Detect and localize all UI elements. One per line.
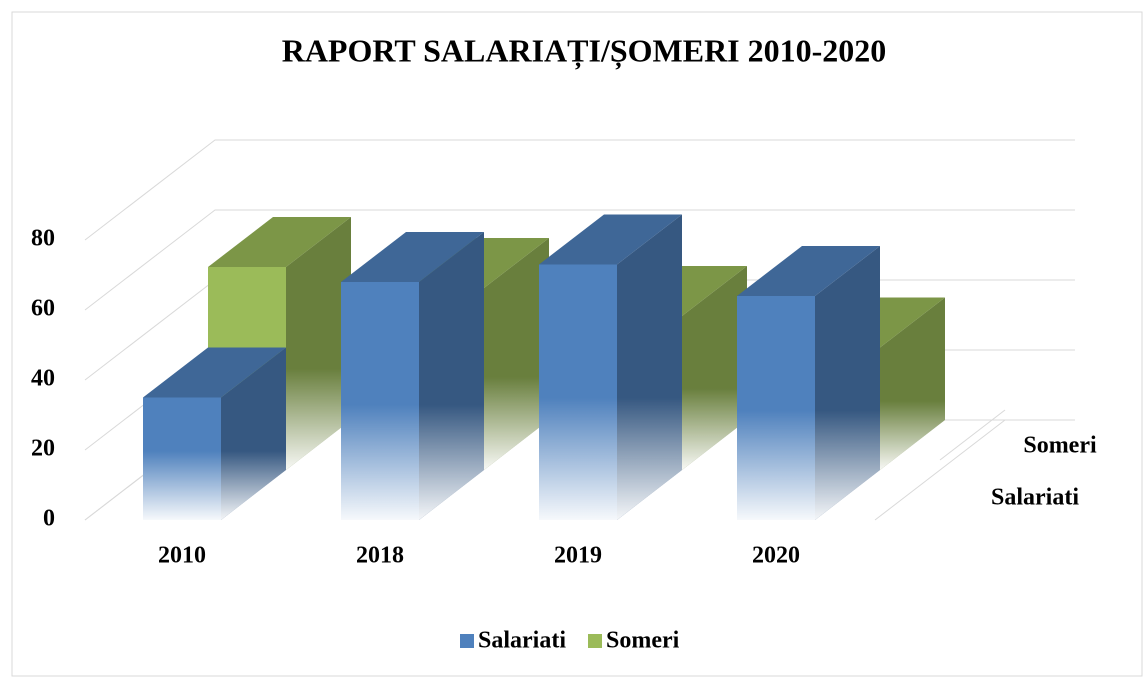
x-tick-label: 2020 <box>752 543 800 569</box>
y-tick-label: 20 <box>31 436 55 462</box>
bar-fade <box>539 214 682 520</box>
depth-label: Someri <box>1023 433 1097 459</box>
bar-fade <box>341 232 484 520</box>
depth-label: Salariati <box>991 485 1079 511</box>
bar <box>737 246 880 520</box>
grid-line <box>84 139 1075 241</box>
legend-label: Salariati <box>478 628 566 654</box>
legend-swatch <box>588 634 602 648</box>
x-tick-label: 2010 <box>158 543 206 569</box>
legend-label: Someri <box>606 628 680 654</box>
bar <box>143 347 286 520</box>
x-tick-label: 2018 <box>356 543 404 569</box>
bar <box>341 232 484 520</box>
bar <box>539 214 682 520</box>
floor-edge <box>939 409 1006 461</box>
chart-title: RAPORT SALARIAȚI/ȘOMERI 2010-2020 <box>282 32 887 69</box>
y-tick-label: 0 <box>43 506 55 532</box>
grid-line <box>84 209 1075 311</box>
bar-fade <box>737 246 880 520</box>
y-tick-label: 60 <box>31 296 55 322</box>
bar-fade <box>143 347 286 520</box>
legend-swatch <box>460 634 474 648</box>
x-tick-label: 2019 <box>554 543 602 569</box>
y-tick-label: 80 <box>31 226 55 252</box>
floor-edge <box>874 419 1006 521</box>
y-tick-label: 40 <box>31 366 55 392</box>
